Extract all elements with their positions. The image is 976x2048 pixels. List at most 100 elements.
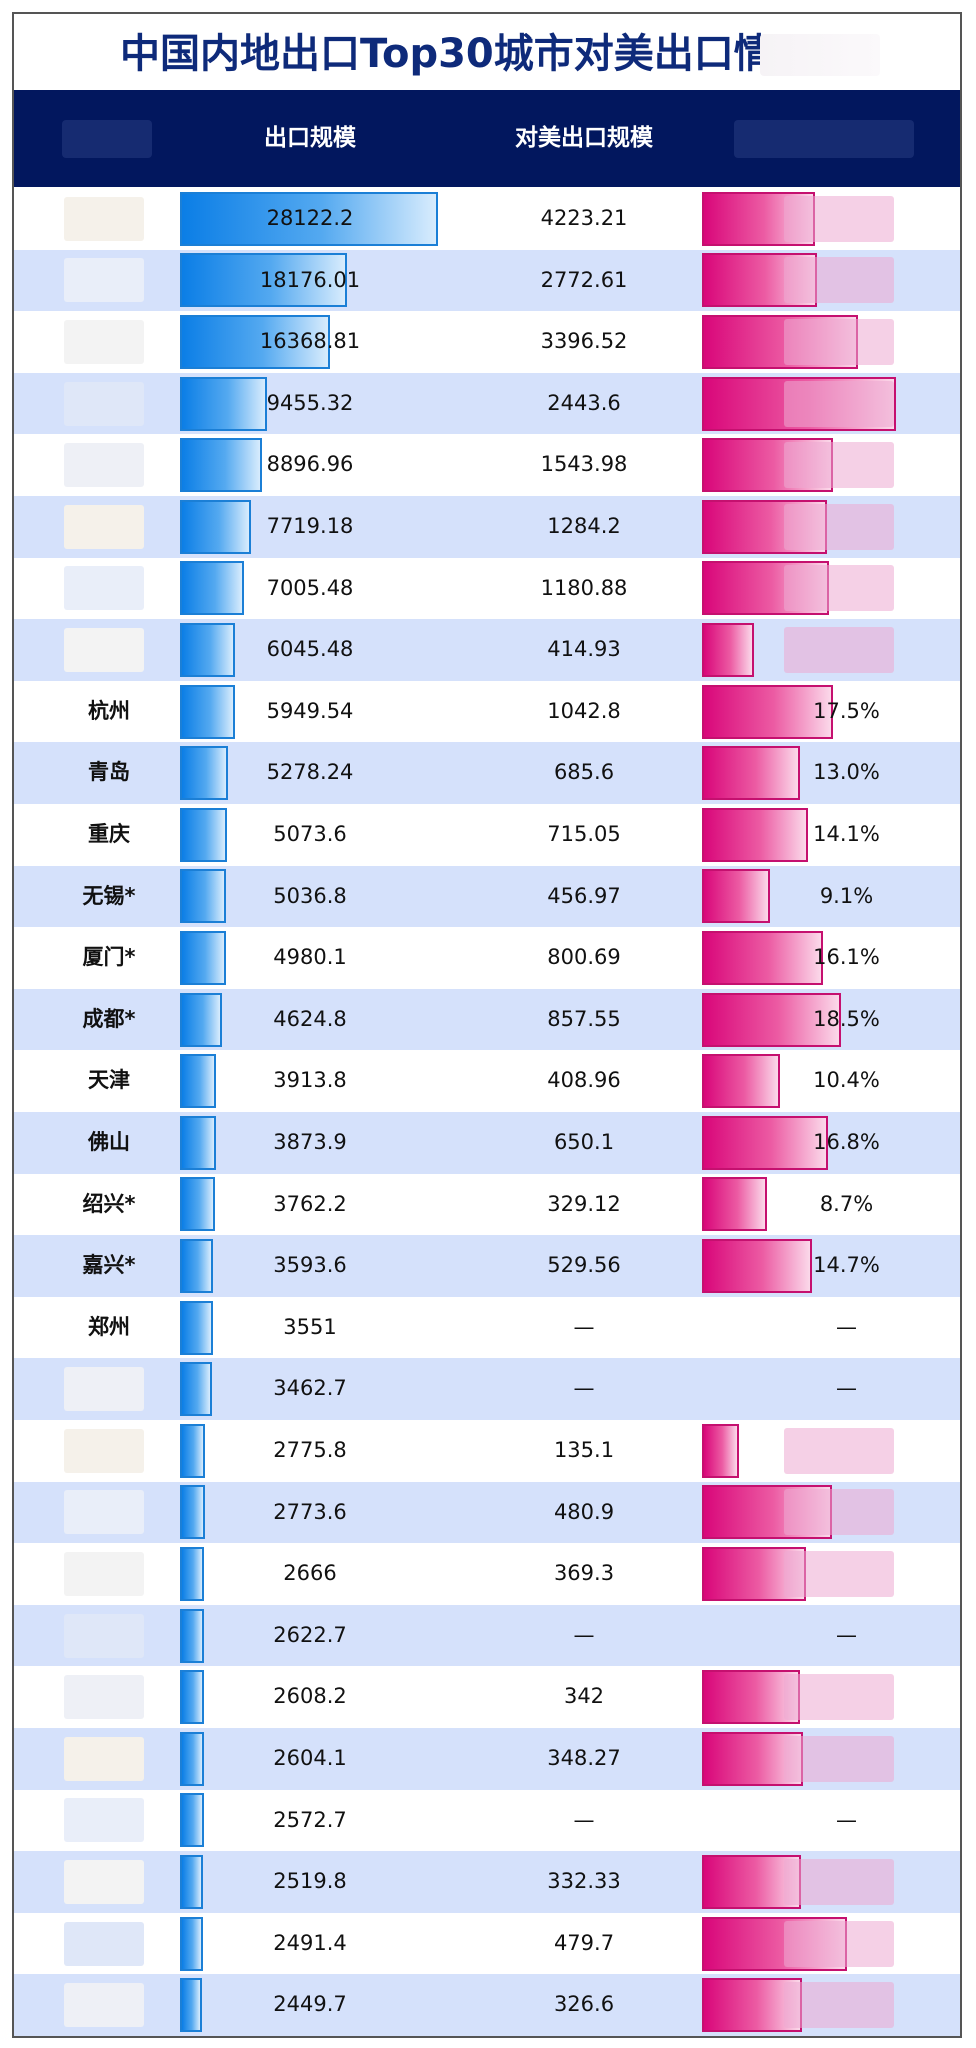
table-row: 2449.7 326.6 [14,1974,960,2036]
us-export-value: — [573,1314,595,1339]
export-bar [180,1608,205,1663]
us-share-bar [702,746,800,801]
table-row: 青岛 5278.24 685.6 13.0% [14,742,960,804]
export-value: 2622.7 [273,1622,347,1647]
city-label: 佛山 [88,1130,130,1154]
city-redacted-mark [64,381,144,426]
city-redacted-mark [64,1551,144,1596]
export-bar [180,869,227,924]
us-share-value: — [836,1622,857,1647]
us-export-value: 4223.21 [540,206,628,230]
us-share-redacted-mark [784,1920,894,1967]
us-export-value: 1042.8 [547,698,621,723]
city-redacted-mark [64,1859,144,1904]
export-bar [180,1731,204,1786]
export-value: 28122.2 [266,206,354,230]
export-bar [180,1854,204,1909]
us-share-redacted-mark [784,1550,894,1597]
export-bar [180,1054,216,1109]
us-share-redacted-mark [784,1427,894,1474]
us-export-value: 480.9 [553,1499,615,1524]
table-row: 9455.32 2443.6 [14,372,960,435]
us-export-value: 715.05 [547,822,621,846]
export-bar [180,746,229,801]
table-row: 杭州 5949.54 1042.8 17.5% [14,681,960,743]
us-export-value: 329.12 [547,1191,621,1216]
us-share-bar [702,1054,780,1109]
us-share-value: 14.1% [813,822,880,846]
us-share-redacted-mark [784,1674,894,1721]
table-row: 6045.48 414.93 [14,619,960,681]
us-share-value: 18.5% [813,1006,880,1031]
table-row: 28122.2 4223.21 [14,188,960,250]
us-share-value: 9.1% [819,883,874,908]
table-row: 2519.8 332.33 [14,1851,960,1913]
export-bar [180,1115,216,1170]
us-export-value: 414.93 [547,637,621,662]
us-export-value: — [573,1376,595,1401]
export-value: 3913.8 [273,1068,347,1093]
export-value: 7719.18 [266,514,354,538]
export-bar [180,622,236,677]
header-share-redacted [734,120,914,158]
export-value: 6045.48 [266,637,354,662]
export-value: 9455.32 [266,390,354,415]
export-bar [180,1485,206,1540]
us-share-bar [702,1423,739,1478]
export-bar [180,684,235,739]
us-export-value: — [573,1622,595,1647]
export-bar [180,1546,205,1601]
us-share-bar [702,1177,768,1232]
table-row: 无锡* 5036.8 456.97 9.1% [14,865,960,928]
table-row: 绍兴* 3762.2 329.12 8.7% [14,1174,960,1236]
us-export-value: 3396.52 [540,329,628,354]
export-bar [180,191,438,246]
city-redacted-mark [64,319,144,364]
us-share-value: 10.4% [813,1068,880,1093]
header-city-redacted [62,120,152,158]
city-label: 无锡* [82,883,136,908]
city-redacted-mark [64,1798,144,1843]
city-label: 绍兴* [82,1191,136,1216]
export-value: 5073.6 [273,822,347,846]
export-value: 2773.6 [273,1499,347,1524]
city-redacted-mark [64,1613,144,1658]
city-redacted-mark [64,1736,144,1781]
city-label: 郑州 [88,1314,130,1339]
export-value: 3551 [283,1314,337,1339]
us-export-value: 650.1 [553,1130,615,1154]
us-share-value: — [836,1807,857,1832]
city-redacted-mark [64,258,144,303]
us-export-value: 2772.61 [540,267,628,292]
us-export-value: 456.97 [547,883,621,908]
table-row: 18176.01 2772.61 [14,249,960,312]
us-share-value: 16.1% [813,945,880,970]
us-share-bar [702,622,754,677]
export-bar [180,1670,204,1725]
export-value: 4624.8 [273,1006,347,1031]
export-bar [180,376,267,431]
city-redacted-mark [64,504,144,549]
export-value: 2519.8 [273,1869,347,1894]
table-row: 天津 3913.8 408.96 10.4% [14,1050,960,1112]
city-redacted-mark [64,1428,144,1473]
table-row: 郑州 3551 — — [14,1297,960,1359]
export-bar [180,992,223,1047]
table-row: 2491.4 479.7 [14,1913,960,1975]
export-bar [180,1177,215,1232]
us-share-redacted-mark [784,318,894,365]
us-share-value: 16.8% [813,1130,880,1154]
us-share-redacted-mark [784,503,894,550]
us-export-value: 348.27 [547,1746,621,1770]
header-us-export: 对美出口规模 [515,125,653,151]
city-redacted-mark [64,196,144,241]
us-export-value: 1284.2 [547,514,621,538]
table-row: 2608.2 342 [14,1666,960,1728]
city-redacted-mark [64,566,144,611]
us-export-value: 342 [563,1684,605,1709]
us-export-value: 135.1 [553,1438,615,1462]
export-value: 2491.4 [273,1930,347,1955]
us-share-value: 8.7% [819,1191,874,1216]
us-share-redacted-mark [784,257,894,304]
us-export-value: 332.33 [547,1869,621,1894]
